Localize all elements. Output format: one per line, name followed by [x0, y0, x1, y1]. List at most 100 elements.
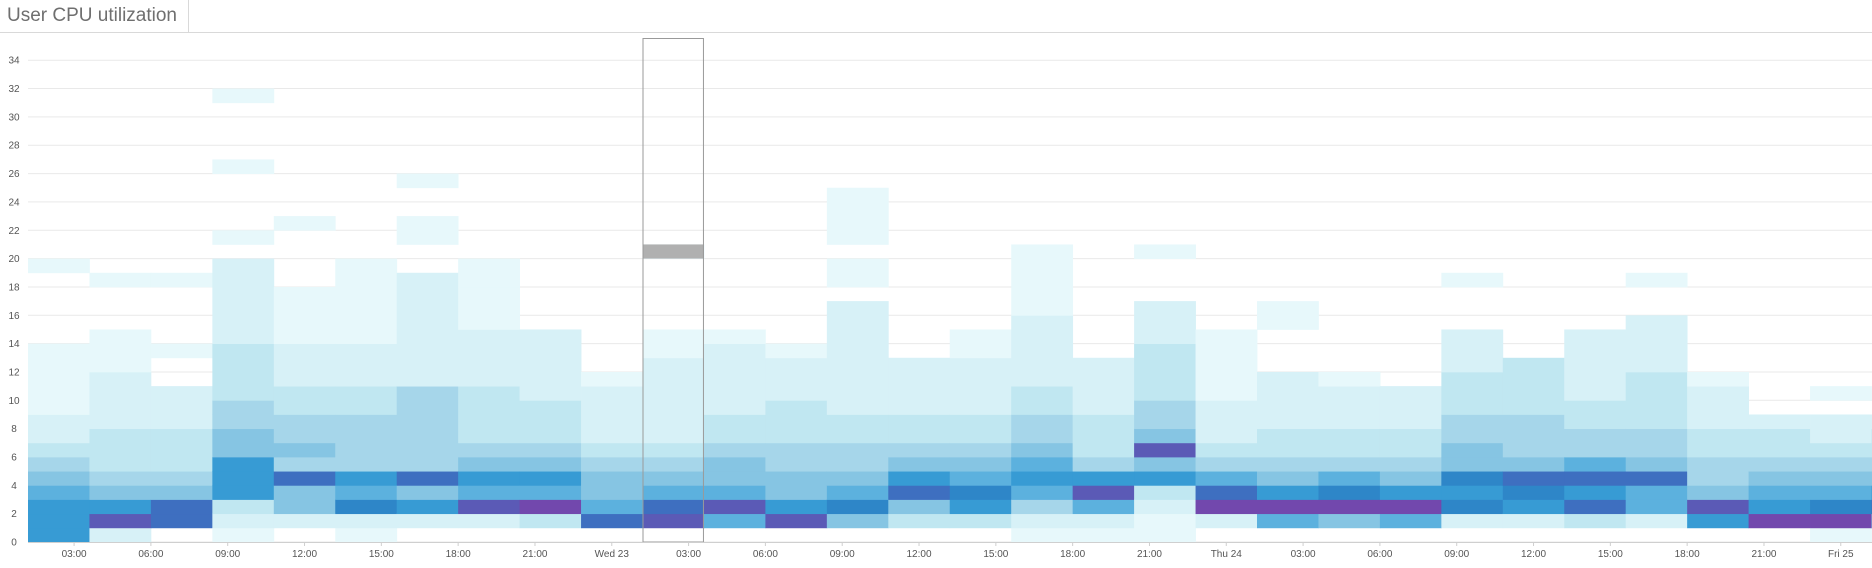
heatmap-cell[interactable]	[89, 371, 152, 430]
heatmap-cell[interactable]	[28, 485, 90, 500]
heatmap-cell[interactable]	[519, 513, 582, 529]
heatmap-cell[interactable]	[212, 343, 275, 401]
heatmap-cell[interactable]	[28, 343, 90, 415]
heatmap-cell[interactable]	[396, 456, 459, 472]
heatmap-cell[interactable]	[765, 499, 828, 515]
heatmap-cell[interactable]	[581, 471, 643, 486]
heatmap-cell[interactable]	[765, 485, 828, 500]
heatmap-cell[interactable]	[765, 343, 828, 359]
heatmap-cell[interactable]	[396, 386, 459, 430]
heatmap-cell[interactable]	[826, 357, 889, 415]
heatmap-cell[interactable]	[1687, 428, 1749, 458]
heatmap-cell[interactable]	[1011, 456, 1074, 472]
heatmap-cell[interactable]	[335, 343, 398, 387]
heatmap-cell[interactable]	[1257, 456, 1319, 472]
heatmap-cell[interactable]	[642, 357, 705, 415]
heatmap-cell[interactable]	[519, 400, 582, 444]
heatmap-cell[interactable]	[150, 513, 213, 529]
heatmap-cell[interactable]	[1011, 471, 1074, 486]
heatmap-cell[interactable]	[28, 499, 90, 515]
heatmap-cell[interactable]	[1379, 456, 1442, 472]
heatmap-cell[interactable]	[519, 499, 582, 515]
heatmap-cell[interactable]	[1318, 499, 1381, 515]
heatmap-cell[interactable]	[1134, 499, 1196, 515]
heatmap-cell[interactable]	[150, 456, 213, 472]
heatmap-cell[interactable]	[273, 216, 336, 231]
heatmap-cell[interactable]	[1687, 386, 1749, 430]
heatmap-cell[interactable]	[1564, 485, 1627, 500]
heatmap-cell[interactable]	[1072, 456, 1135, 472]
heatmap-cell[interactable]	[1441, 442, 1504, 458]
heatmap-cell[interactable]	[458, 499, 520, 515]
heatmap-cell[interactable]	[1687, 513, 1749, 529]
heatmap-cell[interactable]	[1502, 485, 1565, 500]
heatmap-cell[interactable]	[765, 357, 828, 401]
heatmap-cell[interactable]	[89, 513, 152, 529]
heatmap-cell[interactable]	[703, 414, 766, 444]
heatmap-cell[interactable]	[642, 499, 705, 515]
heatmap-cell[interactable]	[458, 442, 520, 458]
heatmap-cell[interactable]	[458, 513, 520, 529]
highlighted-cell[interactable]	[642, 244, 704, 259]
heatmap-cell[interactable]	[396, 216, 459, 245]
heatmap-cell[interactable]	[1625, 499, 1688, 515]
heatmap-cell[interactable]	[888, 414, 951, 444]
heatmap-cell[interactable]	[703, 513, 766, 529]
heatmap-cell[interactable]	[1748, 499, 1811, 515]
heatmap-cell[interactable]	[581, 513, 643, 529]
heatmap-cell[interactable]	[888, 499, 951, 515]
heatmap-cell[interactable]	[1810, 456, 1872, 472]
heatmap-cell[interactable]	[273, 442, 336, 458]
heatmap-cell[interactable]	[581, 485, 643, 500]
heatmap-cell[interactable]	[335, 471, 398, 486]
heatmap-cell[interactable]	[212, 471, 275, 486]
heatmap-cell[interactable]	[1011, 527, 1074, 543]
heatmap-cell[interactable]	[1564, 471, 1627, 486]
heatmap-cell[interactable]	[89, 499, 152, 515]
heatmap-cell[interactable]	[458, 485, 520, 500]
heatmap-cell[interactable]	[28, 471, 90, 486]
heatmap-cell[interactable]	[335, 499, 398, 515]
heatmap-cell[interactable]	[826, 414, 889, 444]
heatmap-cell[interactable]	[1134, 527, 1196, 543]
heatmap-cell[interactable]	[396, 471, 459, 486]
heatmap-cell[interactable]	[1502, 414, 1565, 444]
heatmap-cell[interactable]	[335, 485, 398, 500]
heatmap-cell[interactable]	[1748, 513, 1811, 529]
heatmap-cell[interactable]	[1072, 357, 1135, 415]
heatmap-cell[interactable]	[273, 343, 336, 387]
heatmap-cell[interactable]	[1748, 428, 1811, 458]
heatmap-cell[interactable]	[1134, 343, 1196, 401]
heatmap-cell[interactable]	[1625, 513, 1688, 529]
heatmap-cell[interactable]	[1318, 485, 1381, 500]
heatmap-cell[interactable]	[1441, 513, 1504, 529]
heatmap-cell[interactable]	[1748, 456, 1811, 472]
heatmap-cell[interactable]	[1011, 442, 1074, 458]
heatmap-cell[interactable]	[1564, 329, 1627, 401]
heatmap-cell[interactable]	[1625, 272, 1688, 288]
heatmap-cell[interactable]	[642, 414, 705, 444]
heatmap-cell[interactable]	[1625, 315, 1688, 373]
heatmap-cell[interactable]	[1318, 371, 1381, 387]
heatmap-cell[interactable]	[28, 258, 90, 274]
heatmap-cell[interactable]	[1564, 499, 1627, 515]
heatmap-cell[interactable]	[826, 471, 889, 486]
heatmap-cell[interactable]	[1687, 456, 1749, 472]
heatmap-cell[interactable]	[1379, 471, 1442, 486]
heatmap-cell[interactable]	[1502, 456, 1565, 472]
heatmap-cell[interactable]	[765, 471, 828, 486]
heatmap-cell[interactable]	[212, 527, 275, 543]
heatmap-cell[interactable]	[642, 485, 705, 500]
heatmap-cell[interactable]	[150, 428, 213, 458]
heatmap-cell[interactable]	[28, 442, 90, 458]
heatmap-cell[interactable]	[949, 513, 1012, 529]
heatmap-cell[interactable]	[1379, 485, 1442, 500]
heatmap-cell[interactable]	[1687, 371, 1749, 387]
heatmap-cell[interactable]	[703, 499, 766, 515]
heatmap-cell[interactable]	[396, 272, 459, 330]
heatmap-cell[interactable]	[1810, 485, 1872, 500]
heatmap-cell[interactable]	[1318, 456, 1381, 472]
heatmap-cell[interactable]	[212, 88, 275, 104]
heatmap-cell[interactable]	[1134, 471, 1196, 486]
heatmap-cell[interactable]	[1748, 414, 1811, 430]
